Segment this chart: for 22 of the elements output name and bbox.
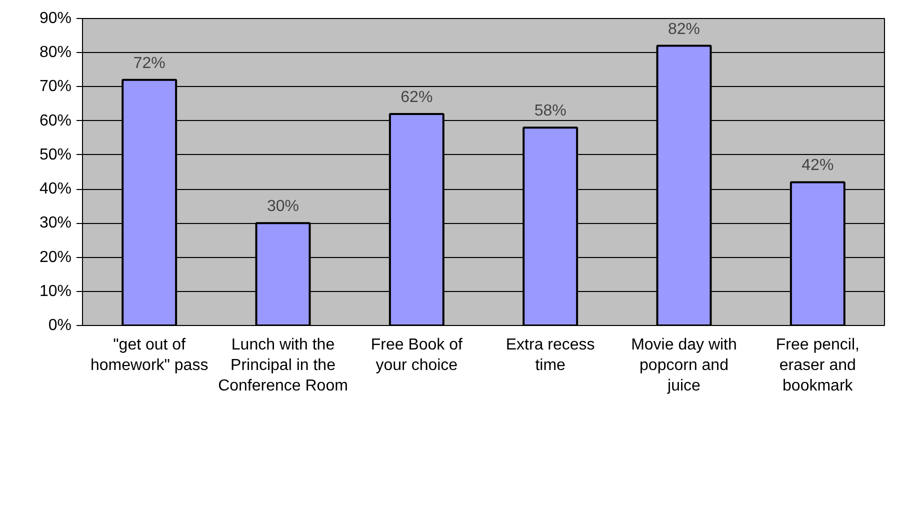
x-tick-label: "get out of homework" pass <box>90 336 208 374</box>
y-tick-label: 0% <box>48 317 72 334</box>
x-tick-label: Movie day with popcorn and juice <box>631 336 737 394</box>
y-tick-label: 50% <box>39 146 72 164</box>
data-label: 72% <box>133 54 166 72</box>
y-tick-label: 20% <box>39 248 72 266</box>
y-tick-label: 70% <box>39 78 72 96</box>
x-tick-label: Free Book of your choice <box>370 336 464 374</box>
data-label: 42% <box>802 157 834 174</box>
data-label: 58% <box>534 102 566 120</box>
x-tick-label: Extra recess time <box>506 336 595 374</box>
data-label: 62% <box>400 89 433 106</box>
y-tick-label: 10% <box>39 282 72 300</box>
data-label: 30% <box>266 198 300 216</box>
y-tick-label: 30% <box>39 214 72 232</box>
y-tick-label: 40% <box>39 180 72 198</box>
y-tick-label: 90% <box>39 10 72 27</box>
x-tick-label: Lunch with the Principal in the Conference Room <box>218 336 348 394</box>
y-tick-label: 60% <box>39 112 72 130</box>
x-tick-label: Free pencil, eraser and bookmark <box>776 336 860 394</box>
data-label: 82% <box>668 20 700 38</box>
y-tick-label: 80% <box>39 44 72 62</box>
